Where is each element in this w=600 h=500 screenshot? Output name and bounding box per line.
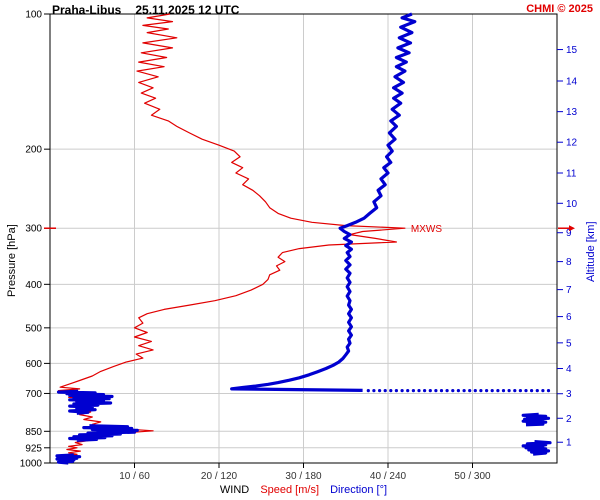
svg-text:300: 300: [25, 224, 42, 235]
svg-text:15: 15: [566, 45, 578, 56]
svg-text:6: 6: [566, 312, 572, 323]
svg-text:925: 925: [25, 443, 42, 454]
svg-text:4: 4: [566, 364, 572, 375]
svg-text:50 / 300: 50 / 300: [454, 471, 491, 482]
svg-text:11: 11: [566, 168, 577, 179]
svg-text:600: 600: [25, 359, 42, 370]
svg-text:1000: 1000: [20, 459, 43, 470]
copyright-notice: CHMI © 2025: [526, 3, 593, 15]
svg-text:850: 850: [25, 427, 42, 438]
mxws-annotation: MXWS: [44, 224, 575, 235]
svg-text:12: 12: [566, 138, 578, 149]
svg-text:400: 400: [25, 280, 42, 291]
svg-text:40 / 240: 40 / 240: [370, 471, 407, 482]
svg-text:30 / 180: 30 / 180: [285, 471, 322, 482]
svg-text:200: 200: [25, 145, 42, 156]
svg-text:1: 1: [566, 438, 572, 449]
svg-text:MXWS: MXWS: [411, 224, 442, 235]
direction-caption: Direction [°]: [330, 484, 388, 496]
svg-text:7: 7: [566, 285, 572, 296]
altitude-ticks: 15 14 13 12 11 10 9 8 7 6 5 4 3 2 1: [557, 45, 578, 449]
svg-text:2: 2: [566, 414, 572, 425]
gridlines: [50, 14, 557, 463]
svg-text:10 / 60: 10 / 60: [119, 471, 150, 482]
speed-caption: Speed [m/s]: [260, 484, 320, 496]
pressure-ticks: 100 200 300 400 500 600 700 850 925 1000: [20, 10, 50, 470]
svg-text:5: 5: [566, 338, 572, 349]
x-ticks: 10 / 60 20 / 120 30 / 180 40 / 240 50 / 300: [119, 463, 491, 482]
svg-text:3: 3: [566, 389, 572, 400]
svg-text:700: 700: [25, 389, 42, 400]
direction-line: [55, 12, 552, 465]
svg-text:100: 100: [25, 10, 42, 21]
svg-text:20 / 120: 20 / 120: [201, 471, 238, 482]
direction-dots: [366, 389, 551, 393]
svg-text:10: 10: [566, 199, 578, 210]
svg-text:8: 8: [566, 257, 572, 268]
svg-text:9: 9: [566, 228, 572, 239]
x-axis-caption: WIND Speed [m/s] Direction [°]: [50, 484, 557, 496]
wind-caption: WIND: [219, 484, 250, 496]
svg-text:13: 13: [566, 107, 578, 118]
svg-text:500: 500: [25, 323, 42, 334]
svg-text:14: 14: [566, 76, 578, 87]
